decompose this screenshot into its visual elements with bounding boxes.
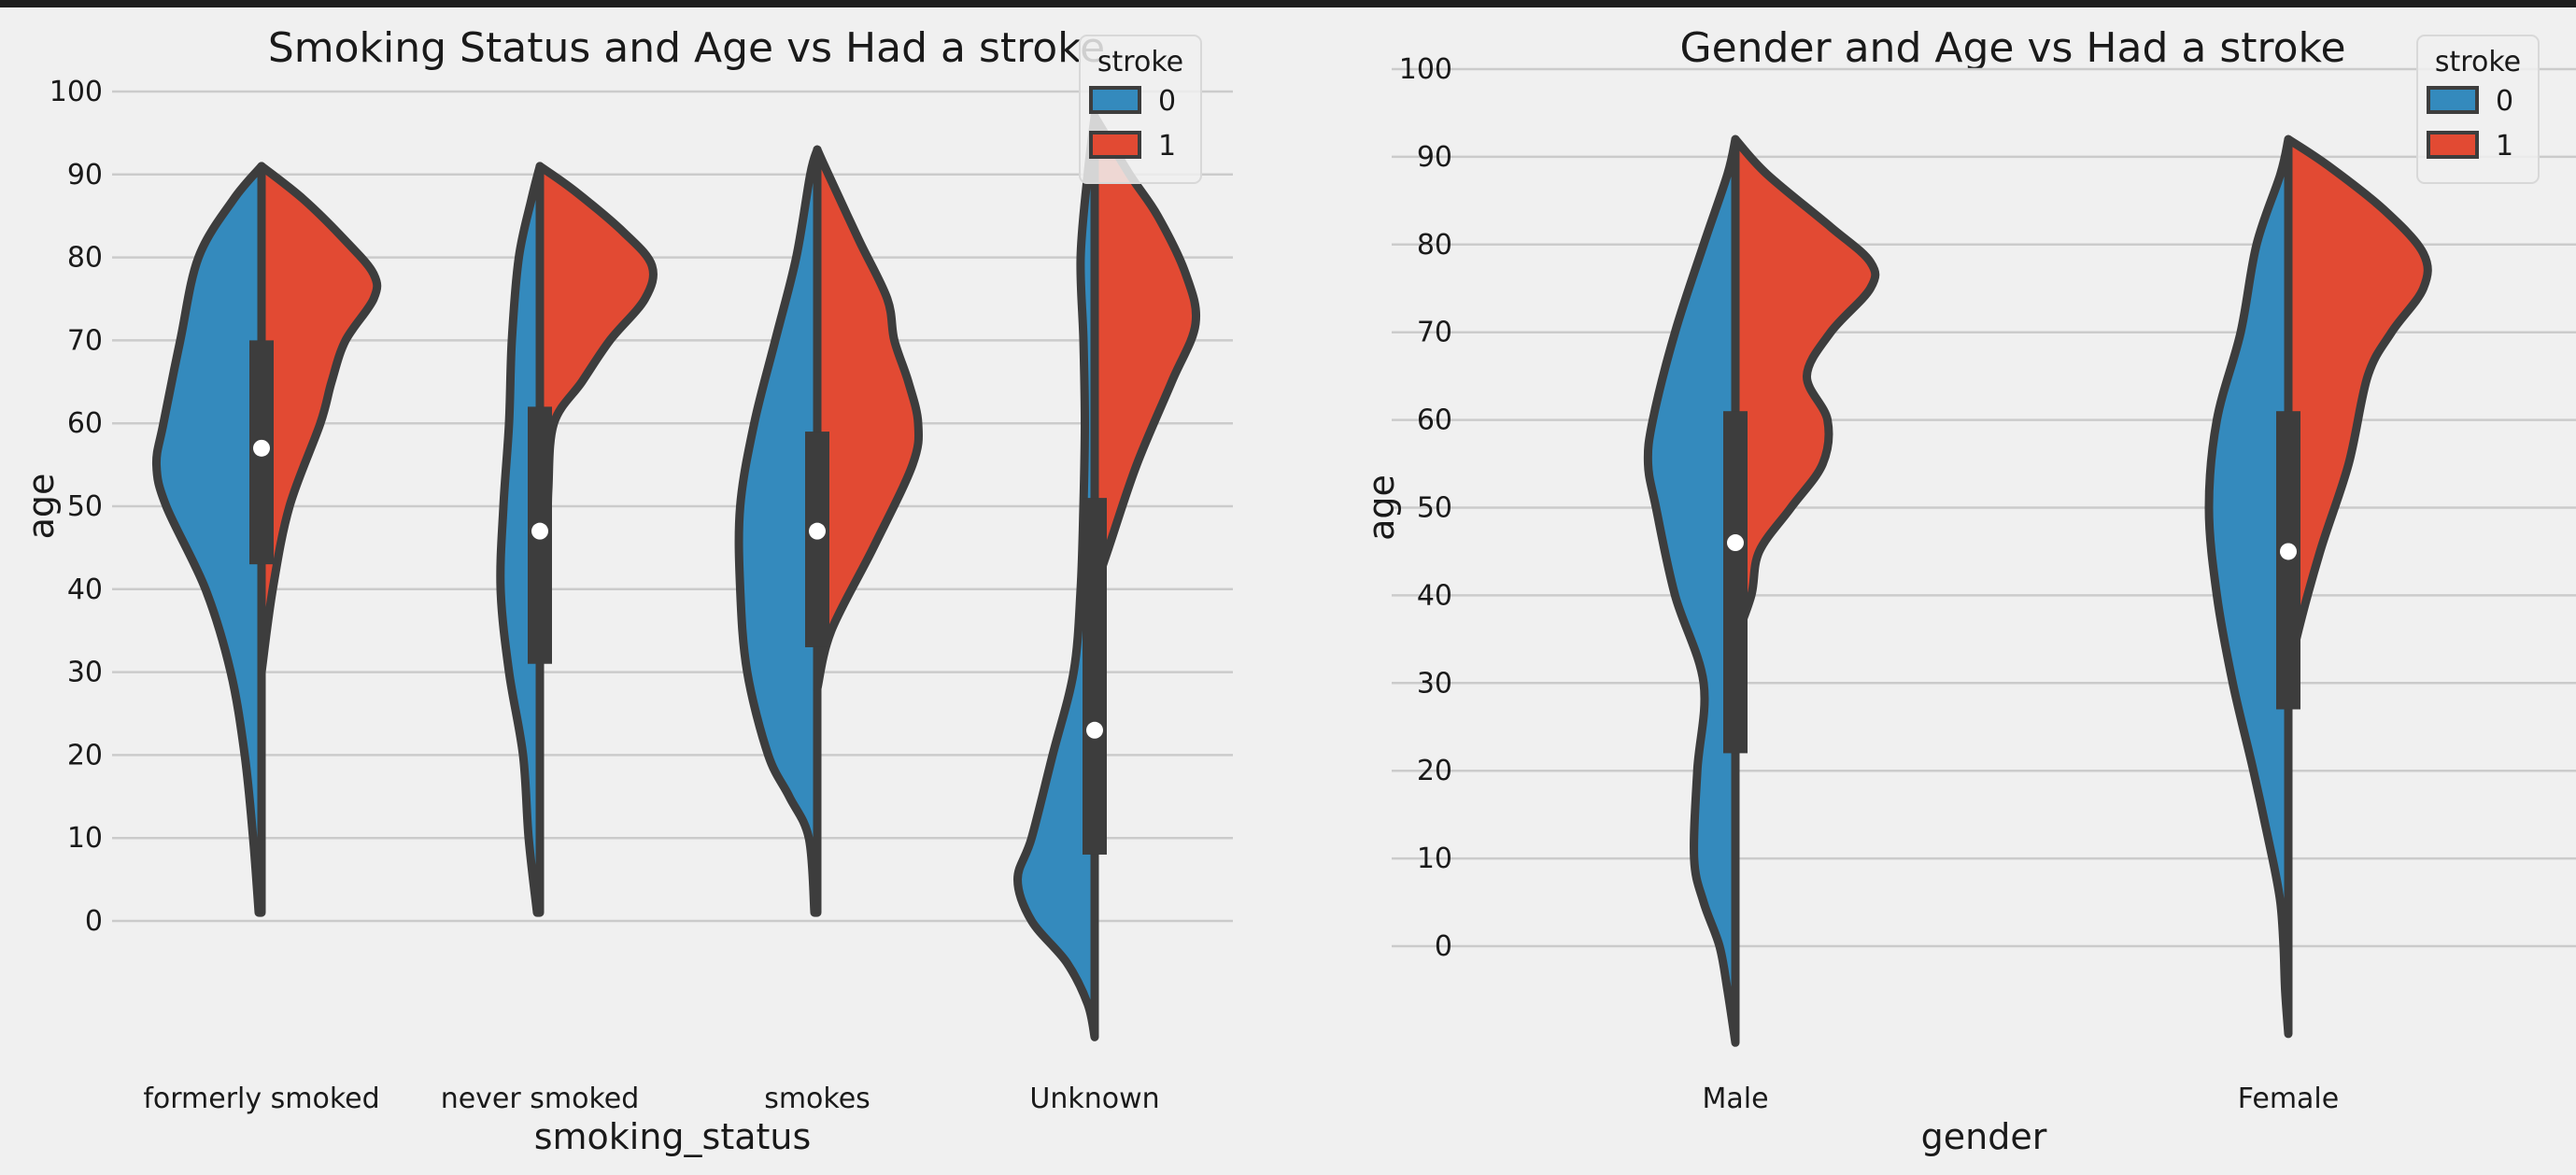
y-tick-label: 20: [1417, 755, 1452, 787]
y-axis-label: age: [1361, 474, 1402, 541]
violin-half-stroke-1: [1731, 134, 1880, 644]
y-tick-label: 90: [67, 159, 103, 191]
violin-half-stroke-1: [535, 162, 658, 611]
median-point: [253, 439, 270, 457]
chart-canvas: Smoking Status and Age vs Had a stroke 0 1…: [21, 24, 2576, 1157]
y-tick-label: 20: [67, 739, 103, 772]
violin-smokes: [734, 145, 924, 917]
iqr-box: [1083, 498, 1107, 855]
violin-never-smoked: [496, 162, 658, 917]
y-tick-label: 50: [1417, 492, 1452, 525]
violin-male: [1643, 134, 1880, 1047]
violin-half-stroke-0: [151, 162, 266, 917]
violin-half-stroke-1: [813, 145, 924, 693]
x-tick-label: formerly smoked: [143, 1083, 379, 1115]
violin-half-stroke-1: [1090, 112, 1201, 594]
legend-title: stroke: [1097, 46, 1183, 78]
legend-swatch: [1089, 86, 1141, 114]
y-axis-label: age: [21, 474, 62, 540]
violin-unknown: [1013, 112, 1201, 1041]
chart-smoking-status: Smoking Status and Age vs Had a stroke 0 1…: [21, 24, 1233, 1157]
violin-half-stroke-0: [1643, 134, 1740, 1047]
y-tick-label: 80: [67, 242, 103, 275]
legend-label: 1: [1158, 130, 1176, 163]
x-tick-label: Male: [1702, 1083, 1768, 1115]
median-point: [531, 522, 548, 540]
y-tick-label: 0: [1435, 930, 1452, 963]
legend-label: 0: [2496, 85, 2513, 118]
x-tick-label: Unknown: [1029, 1083, 1159, 1115]
violin-half-stroke-1: [257, 162, 382, 677]
y-tick-label: 60: [67, 407, 103, 440]
legend-title: stroke: [2435, 46, 2521, 78]
legend-swatch: [2427, 86, 2479, 114]
iqr-box: [1723, 411, 1748, 754]
chart-title: Gender and Age vs Had a stroke: [1679, 24, 2345, 72]
x-tick-label: never smoked: [441, 1083, 640, 1115]
chart-gender: Gender and Age vs Had a stroke0102030405…: [1361, 24, 2576, 1157]
y-tick-label: 100: [1399, 53, 1452, 86]
median-point: [2280, 543, 2297, 560]
legend-swatch: [1089, 131, 1141, 159]
figure: Smoking Status and Age vs Had a stroke 0 1…: [0, 7, 2576, 1175]
y-tick-label: 70: [1417, 317, 1452, 349]
y-tick-label: 80: [1417, 229, 1452, 262]
violin-female: [2204, 134, 2432, 1039]
violin-formerly-smoked: [151, 162, 382, 917]
y-tick-label: 60: [1417, 404, 1452, 437]
legend-label: 0: [1158, 85, 1176, 118]
x-axis-label: gender: [1921, 1116, 2047, 1157]
iqr-box: [2276, 411, 2300, 710]
legend: stroke 0 1: [2416, 35, 2540, 184]
x-tick-label: Female: [2238, 1083, 2339, 1115]
y-tick-label: 10: [1417, 842, 1452, 875]
violin-half-stroke-0: [2204, 134, 2293, 1039]
y-tick-label: 40: [1417, 579, 1452, 612]
chart-title: Smoking Status and Age vs Had a stroke: [268, 24, 1105, 72]
y-tick-label: 50: [67, 490, 103, 523]
y-tick-label: 0: [85, 905, 103, 938]
violin-half-stroke-0: [734, 145, 822, 917]
y-tick-label: 40: [67, 573, 103, 606]
median-point: [1086, 721, 1103, 739]
x-tick-label: smokes: [764, 1083, 870, 1115]
y-tick-label: 10: [67, 822, 103, 855]
legend-swatch: [2427, 131, 2479, 159]
y-tick-label: 100: [50, 76, 103, 108]
y-tick-label: 30: [1417, 667, 1452, 700]
x-axis-label: smoking_status: [534, 1116, 812, 1157]
violin-half-stroke-0: [496, 162, 545, 917]
y-tick-label: 30: [67, 657, 103, 689]
y-tick-label: 70: [67, 324, 103, 357]
violin-half-stroke-1: [2284, 134, 2432, 687]
median-point: [1727, 534, 1744, 552]
violin-half-stroke-0: [1013, 112, 1099, 1041]
y-tick-label: 90: [1417, 141, 1452, 174]
median-point: [809, 522, 826, 540]
legend-label: 1: [2496, 130, 2513, 163]
legend: stroke 0 1: [1079, 35, 1202, 184]
